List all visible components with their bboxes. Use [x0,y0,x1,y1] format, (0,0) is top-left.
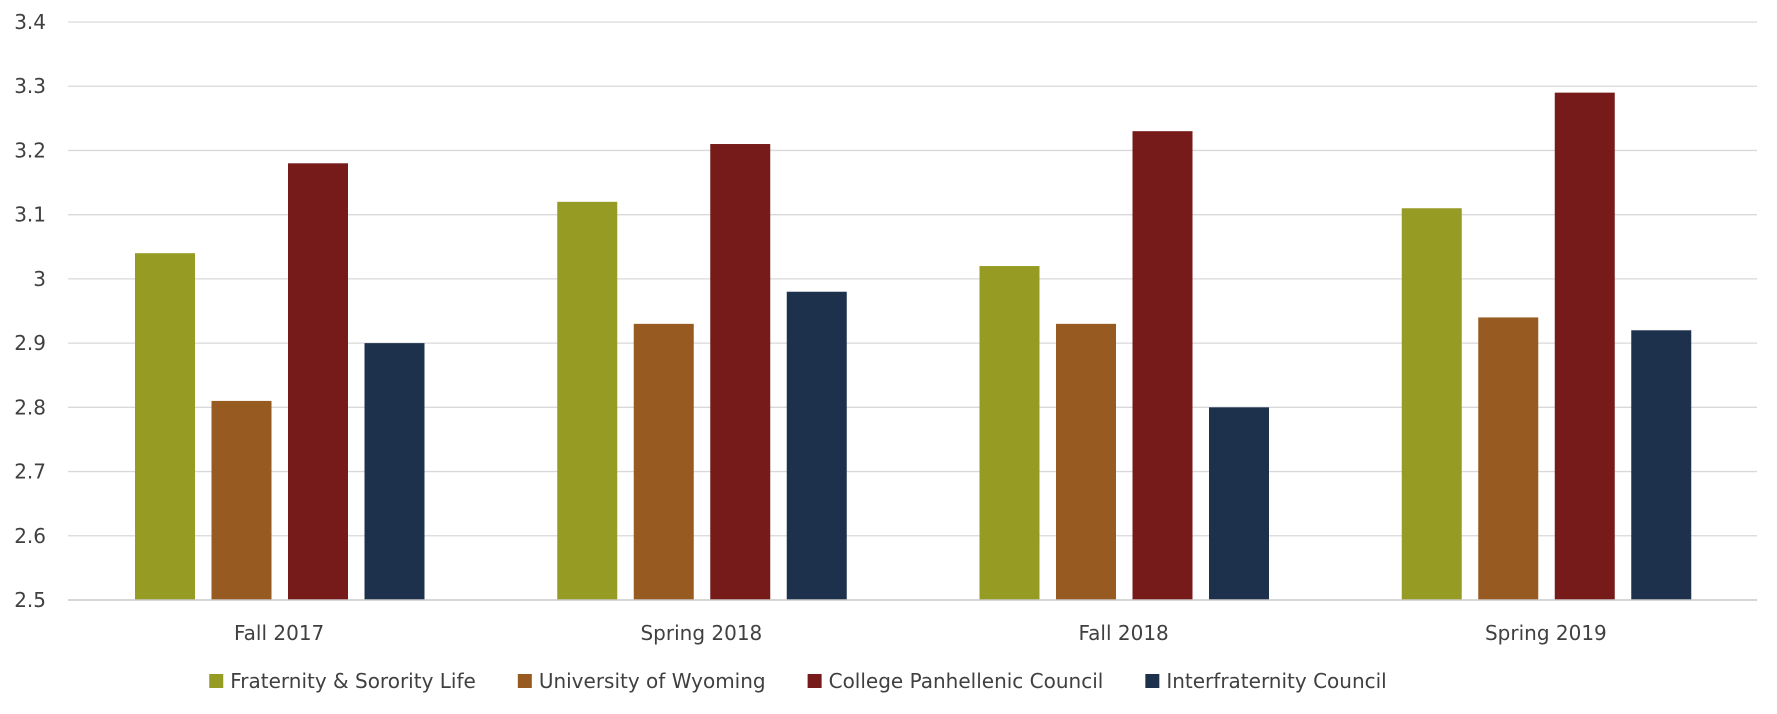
x-tick-label: Fall 2018 [1078,621,1168,645]
legend-swatch [807,674,822,688]
x-tick-label: Fall 2017 [234,621,324,645]
legend-label: Interfraternity Council [1166,669,1386,693]
gridlines [68,21,1757,537]
bar-university-of-wyoming-4 [1478,317,1539,600]
y-tick-label: 2.7 [14,460,46,484]
bars [135,92,1692,601]
y-tick-label: 2.8 [14,395,46,419]
y-tick-label: 2.6 [14,524,46,548]
bar-college-panhellenic-council-1 [288,163,348,601]
y-tick-label: 3.1 [14,203,46,227]
x-tick-label: Spring 2019 [1485,621,1607,645]
legend-label: University of Wyoming [539,669,766,693]
y-tick-label: 2.5 [14,588,46,612]
bar-university-of-wyoming-2 [633,323,694,600]
y-tick-label: 3.3 [14,74,46,98]
legend-item: College Panhellenic Council [807,669,1104,693]
legend-label: College Panhellenic Council [829,669,1104,693]
y-axis-tick-labels: 2.5 2.6 2.7 2.8 2.9 3 3.1 3.2 3.3 3.4 [14,10,46,612]
bar-college-panhellenic-council-2 [710,144,771,600]
x-tick-label: Spring 2018 [640,621,762,645]
legend-swatch [209,674,224,688]
bar-interfraternity-council-3 [1209,407,1269,600]
x-axis-tick-labels: Fall 2017 Spring 2018 Fall 2018 Spring 2019 [234,621,1607,645]
legend-swatch [1145,674,1160,688]
y-tick-label: 3.2 [14,138,46,162]
bar-university-of-wyoming-3 [1056,323,1116,600]
y-tick-label: 3.4 [14,10,46,34]
bar-interfraternity-council-2 [786,291,847,600]
bar-college-panhellenic-council-3 [1132,131,1193,600]
y-tick-label: 2.9 [14,331,46,355]
legend-swatch [517,674,532,688]
bar-fraternity-sorority-life-2 [557,201,618,601]
bar-fraternity-sorority-life-3 [979,266,1040,600]
y-tick-label: 3 [33,267,46,291]
legend-item: Fraternity & Sorority Life [209,669,476,693]
legend: Fraternity & Sorority Life University of … [209,669,1387,693]
bar-university-of-wyoming-1 [211,400,272,600]
legend-item: University of Wyoming [517,669,766,693]
bar-interfraternity-council-4 [1631,330,1692,600]
bar-college-panhellenic-council-4 [1554,92,1615,601]
bar-interfraternity-council-1 [364,343,425,600]
bar-fraternity-sorority-life-4 [1401,208,1462,600]
legend-label: Fraternity & Sorority Life [230,669,476,693]
legend-item: Interfraternity Council [1145,669,1387,693]
bar-fraternity-sorority-life-1 [135,253,195,600]
